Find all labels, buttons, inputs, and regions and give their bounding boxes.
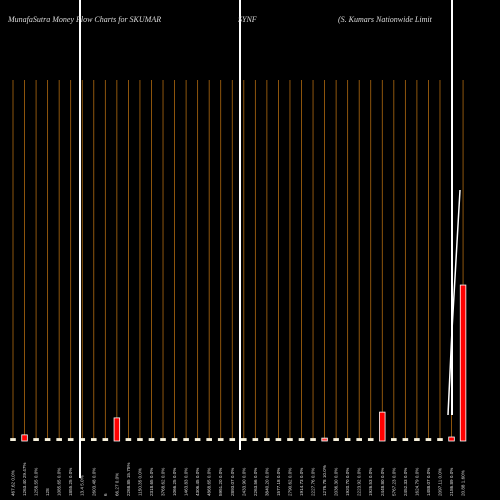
x-label: 2448.80 0.0% bbox=[380, 468, 385, 496]
bar bbox=[67, 438, 74, 441]
x-label: 2036.30 0.0% bbox=[334, 468, 339, 496]
bar bbox=[379, 411, 386, 442]
x-label: 1855.25 0.0% bbox=[68, 468, 73, 496]
bar bbox=[79, 438, 86, 441]
bar bbox=[459, 284, 467, 442]
chart-company: (S. Kumars Nationwide Limit bbox=[338, 15, 433, 24]
chart-title: MunafaSutra Money Flow Charts for SKUMAR bbox=[7, 15, 161, 24]
x-label: 1263.40 29.47% bbox=[22, 463, 27, 496]
bar bbox=[402, 438, 409, 441]
bar bbox=[367, 438, 374, 441]
bar bbox=[391, 438, 397, 441]
x-label: 2452.33 0.0% bbox=[403, 468, 408, 496]
x-label: 5767.23 0.0% bbox=[391, 468, 396, 496]
x-label: 1085.65 0.0% bbox=[57, 468, 62, 496]
x-label: 1920.70 0.0% bbox=[345, 468, 350, 496]
bar bbox=[414, 438, 420, 441]
bar bbox=[425, 438, 432, 441]
bar bbox=[113, 417, 121, 442]
x-label: 1276.78 10.0% bbox=[322, 465, 327, 496]
x-label: 6 bbox=[103, 493, 108, 496]
x-label: 3840.20 0.0% bbox=[264, 468, 269, 496]
bar bbox=[356, 438, 362, 441]
x-label: 128 bbox=[45, 488, 50, 496]
x-label: 13.4 5.0% bbox=[80, 475, 85, 496]
bar bbox=[160, 438, 166, 441]
bar bbox=[21, 434, 28, 442]
x-label: 1066.25 0.0% bbox=[172, 468, 177, 496]
x-label: 2318.65 0.0% bbox=[149, 468, 154, 496]
x-label: 2097.11 0.0% bbox=[437, 468, 442, 496]
bar bbox=[194, 438, 201, 441]
x-label: 2603.48 0.0% bbox=[91, 468, 96, 496]
bar bbox=[206, 438, 212, 441]
bar bbox=[252, 438, 259, 441]
bar bbox=[125, 438, 132, 441]
bar bbox=[102, 438, 109, 441]
x-label: 4868.65 0.0% bbox=[207, 468, 212, 496]
x-label: 1926.53 0.0% bbox=[368, 468, 373, 496]
bar bbox=[275, 438, 282, 441]
x-label: 2186.89 0.0% bbox=[449, 468, 454, 496]
bar bbox=[333, 438, 339, 441]
bar bbox=[437, 438, 443, 441]
x-label: 2433.90 0.0% bbox=[241, 468, 246, 496]
chart-symbol: SYNF bbox=[238, 15, 257, 24]
bar bbox=[137, 438, 143, 441]
bars bbox=[10, 284, 467, 442]
x-label: 1258.55 0.0% bbox=[34, 468, 39, 496]
x-label: 1463.83 0.0% bbox=[184, 468, 189, 496]
x-label: 2893.07 0.0% bbox=[230, 468, 235, 496]
bar bbox=[310, 438, 316, 441]
bar bbox=[44, 438, 51, 441]
x-label: 2263.56 0.0% bbox=[253, 468, 258, 496]
bar bbox=[321, 437, 328, 442]
bar bbox=[264, 438, 270, 441]
price-line bbox=[447, 189, 461, 416]
x-label: 1624.79 0.0% bbox=[414, 468, 419, 496]
x-label: 2223.92 0.0% bbox=[357, 468, 362, 496]
x-label: 1488.07 0.0% bbox=[426, 468, 431, 496]
x-label: 1914.73 0.0% bbox=[299, 468, 304, 496]
bar bbox=[298, 438, 305, 441]
x-label: 1577.18 0.0% bbox=[276, 468, 281, 496]
x-label: 2227.76 0.0% bbox=[311, 468, 316, 496]
x-label: 3768.62 0.0% bbox=[161, 468, 166, 496]
bar bbox=[217, 438, 224, 441]
x-label: 467.62 0.0% bbox=[11, 470, 16, 496]
bar bbox=[229, 438, 236, 441]
x-label: 1150.35 0.0% bbox=[137, 468, 142, 496]
x-label: 4306.45 0.0% bbox=[195, 468, 200, 496]
bar bbox=[448, 436, 455, 442]
bar bbox=[241, 438, 247, 441]
bar bbox=[10, 438, 16, 441]
x-label: 2790.62 0.0% bbox=[287, 468, 292, 496]
bar bbox=[148, 438, 155, 441]
bar bbox=[90, 438, 97, 441]
x-label: 5951.20 0.0% bbox=[218, 468, 223, 496]
bar bbox=[171, 438, 178, 441]
bar bbox=[183, 438, 189, 441]
x-labels: 467.62 0.0% 1263.40 29.47% 1258.55 0.0% 128… bbox=[11, 463, 466, 496]
x-label: 66.27 0.0% bbox=[114, 473, 119, 496]
bar bbox=[56, 438, 62, 441]
x-label: 2268.85 15.75% bbox=[126, 463, 131, 496]
x-label: 20.88 1.60% bbox=[461, 470, 466, 496]
bar bbox=[344, 438, 351, 441]
bar bbox=[33, 438, 39, 441]
bar bbox=[287, 438, 293, 441]
